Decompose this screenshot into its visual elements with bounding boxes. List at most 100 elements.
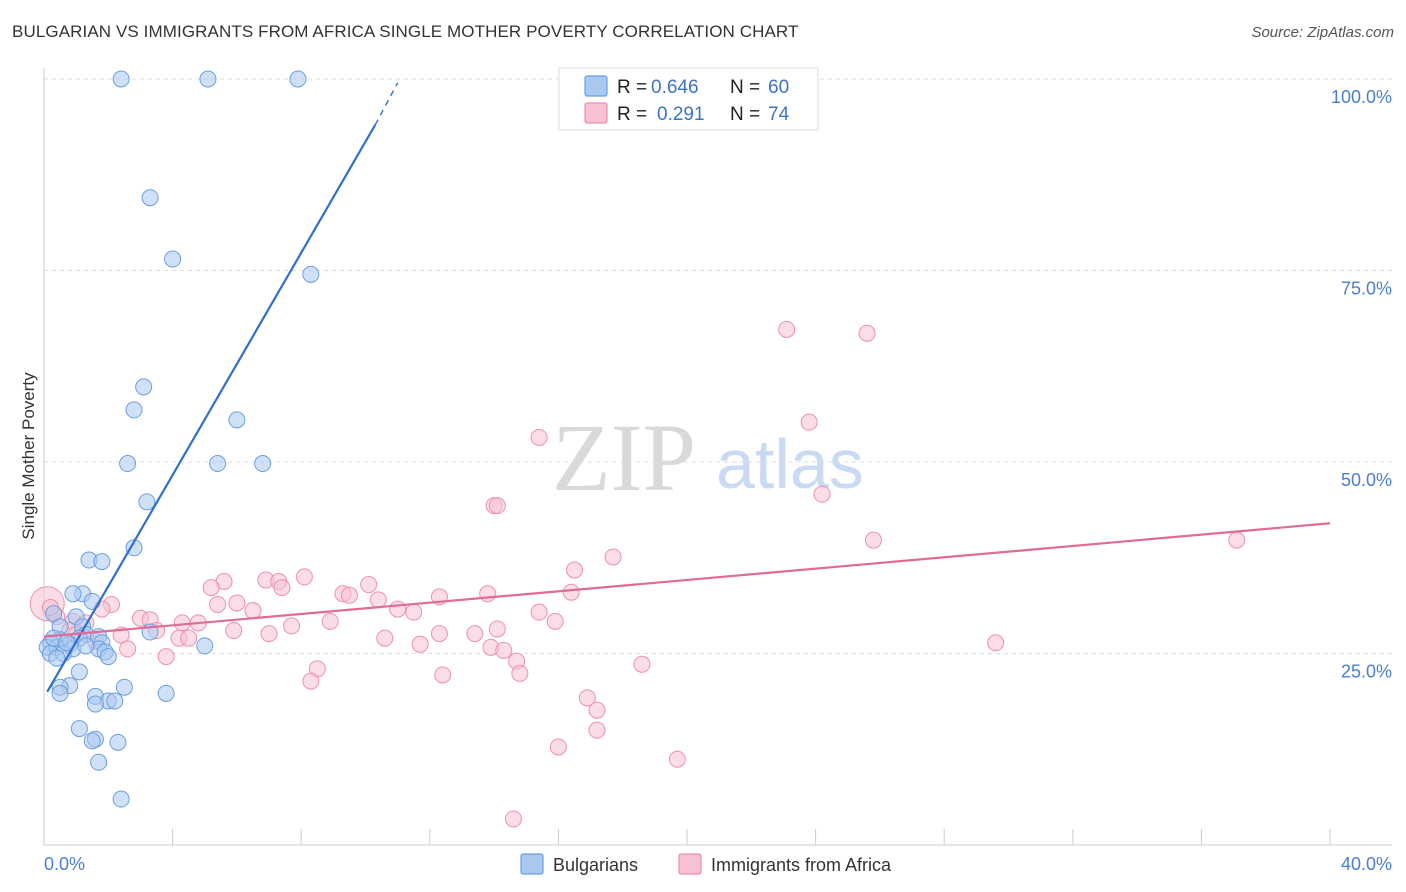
point-bulgarians [90, 753, 108, 771]
point-bulgarians [302, 265, 320, 283]
point-africa [588, 701, 606, 719]
point-africa [987, 634, 1005, 652]
point-bulgarians [119, 455, 137, 473]
point-africa [530, 603, 548, 621]
point-africa [283, 617, 301, 635]
point-bulgarians [48, 649, 66, 667]
point-africa [488, 497, 506, 515]
point-africa [604, 548, 622, 566]
point-africa [376, 629, 394, 647]
point-africa [864, 531, 882, 549]
point-bulgarians [125, 401, 143, 419]
point-africa [119, 640, 137, 658]
point-africa [369, 591, 387, 609]
point-africa [813, 485, 831, 503]
point-bulgarians [289, 70, 307, 88]
point-africa [530, 428, 548, 446]
point-africa [295, 568, 313, 586]
point-africa [511, 664, 529, 682]
trend-line-bulgarians [46, 124, 377, 693]
point-africa [858, 324, 876, 342]
point-africa [588, 721, 606, 739]
series-legend-swatch-bulgarians [520, 853, 544, 875]
point-bulgarians [51, 684, 69, 702]
point-africa [228, 594, 246, 612]
point-africa [434, 666, 452, 684]
point-africa [173, 614, 191, 632]
point-africa [668, 750, 686, 768]
series-legend: Bulgarians Immigrants from Africa [520, 853, 892, 875]
point-africa [405, 603, 423, 621]
legend-n-value-1: 60 [768, 77, 789, 98]
point-bulgarians [196, 637, 214, 655]
point-africa [411, 635, 429, 653]
point-bulgarians [209, 455, 227, 473]
point-africa [504, 810, 522, 828]
series-legend-label-bulgarians: Bulgarians [553, 855, 638, 875]
watermark-atlas: atlas [716, 425, 864, 503]
point-africa [546, 612, 564, 630]
point-africa [549, 738, 567, 756]
point-africa [565, 561, 583, 579]
chart-title: BULGARIAN VS IMMIGRANTS FROM AFRICA SING… [12, 22, 799, 41]
point-africa [321, 612, 339, 630]
point-africa [360, 576, 378, 594]
point-bulgarians [112, 70, 130, 88]
point-bulgarians [86, 695, 104, 713]
point-bulgarians [141, 189, 159, 207]
point-bulgarians [164, 250, 182, 268]
point-africa [209, 595, 227, 613]
point-africa [466, 625, 484, 643]
legend-r-value-2: 0.291 [657, 104, 705, 125]
point-bulgarians [157, 684, 175, 702]
x-tick-label-max: 40.0% [1341, 854, 1392, 874]
trend-line-bulgarians-extension [374, 82, 399, 126]
point-africa [633, 655, 651, 673]
y-tick-label-50: 50.0% [1341, 470, 1392, 490]
legend-r-label-2: R = [617, 104, 647, 125]
point-africa [562, 583, 580, 601]
legend-swatch-bulgarians [584, 75, 608, 97]
watermark-zip: ZIP [552, 404, 696, 511]
stats-legend: R = 0.646 N = 60 R = 0.291 N = 74 [558, 67, 819, 131]
point-africa [479, 585, 497, 603]
point-africa [260, 625, 278, 643]
legend-n-label-1: N = [730, 77, 760, 98]
point-bulgarians [199, 70, 217, 88]
point-bulgarians [228, 411, 246, 429]
point-africa [202, 579, 220, 597]
y-tick-label-100: 100.0% [1331, 87, 1392, 107]
point-bulgarians [64, 585, 82, 603]
trend-line-africa [43, 522, 1331, 638]
point-bulgarians [77, 637, 95, 655]
point-bulgarians [138, 493, 156, 511]
point-bulgarians [106, 692, 124, 710]
point-africa [800, 413, 818, 431]
x-tick-label-min: 0.0% [44, 854, 85, 874]
axis-layer [43, 68, 1392, 846]
points-layer [29, 70, 1246, 828]
point-bulgarians [83, 592, 101, 610]
trend-layer [43, 82, 1331, 693]
series-legend-label-africa: Immigrants from Africa [711, 855, 892, 875]
point-africa [225, 622, 243, 640]
point-africa [244, 602, 262, 620]
legend-n-label-2: N = [730, 104, 760, 125]
chart-source: Source: ZipAtlas.com [1251, 24, 1394, 41]
point-bulgarians [109, 733, 127, 751]
point-africa [495, 641, 513, 659]
legend-r-value-1: 0.646 [651, 77, 699, 98]
legend-r-label-1: R = [617, 77, 647, 98]
point-bulgarians [254, 455, 272, 473]
point-africa [578, 689, 596, 707]
point-bulgarians [112, 790, 130, 808]
point-africa [157, 648, 175, 666]
point-africa [273, 579, 291, 597]
point-africa [488, 620, 506, 638]
y-tick-label-25: 25.0% [1341, 662, 1392, 682]
point-africa [430, 625, 448, 643]
point-bulgarians [99, 648, 117, 666]
point-bulgarians [115, 678, 133, 696]
grid-layer [44, 78, 1392, 654]
